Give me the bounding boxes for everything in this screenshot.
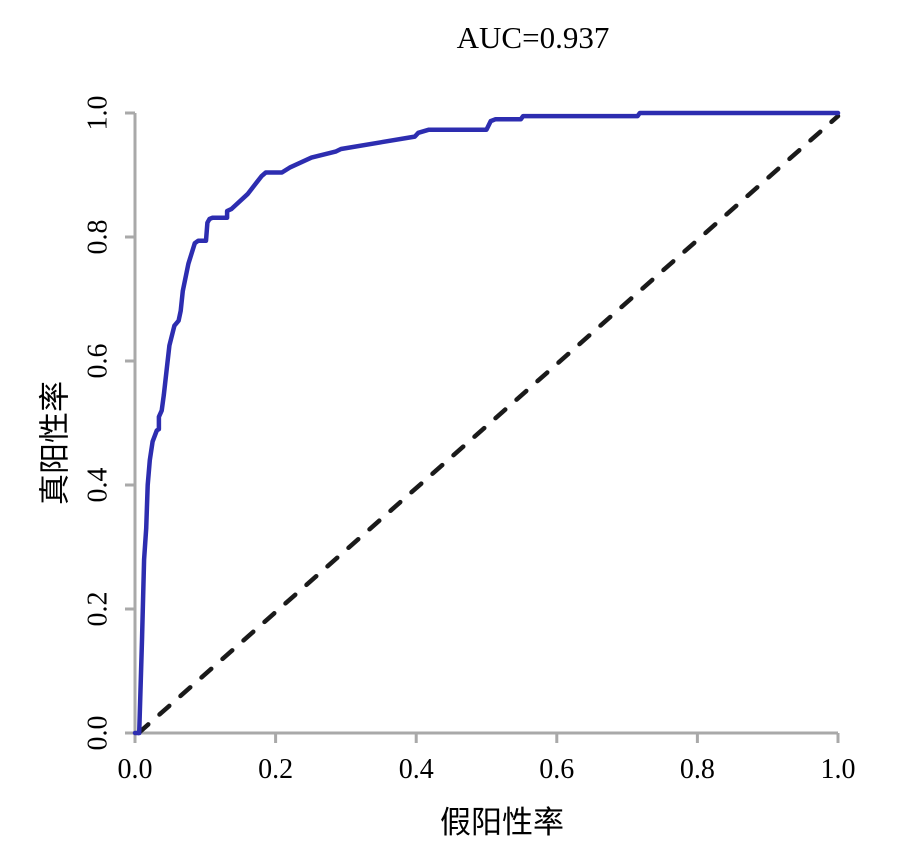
x-tick-label: 0.0 — [118, 754, 153, 785]
y-tick-label: 0.2 — [82, 592, 113, 627]
chart-title: AUC=0.937 — [456, 20, 610, 55]
x-tick-label: 1.0 — [821, 754, 856, 785]
y-tick-label: 0.8 — [82, 220, 113, 255]
y-tick-label: 1.0 — [82, 96, 113, 131]
x-axis-label: 假阳性率 — [440, 805, 564, 840]
roc-curve-line — [132, 110, 841, 736]
x-tick-label: 0.8 — [680, 754, 715, 785]
y-tick-label: 0.6 — [82, 344, 113, 379]
x-tick-label: 0.6 — [539, 754, 574, 785]
x-tick-label: 0.4 — [399, 754, 434, 785]
y-tick-label: 0.0 — [82, 716, 113, 751]
diagonal-reference-line — [136, 113, 841, 736]
x-tick-label: 0.2 — [258, 754, 293, 785]
y-tick-label: 0.4 — [82, 468, 113, 503]
y-axis-label: 真阳性率 — [37, 381, 73, 505]
